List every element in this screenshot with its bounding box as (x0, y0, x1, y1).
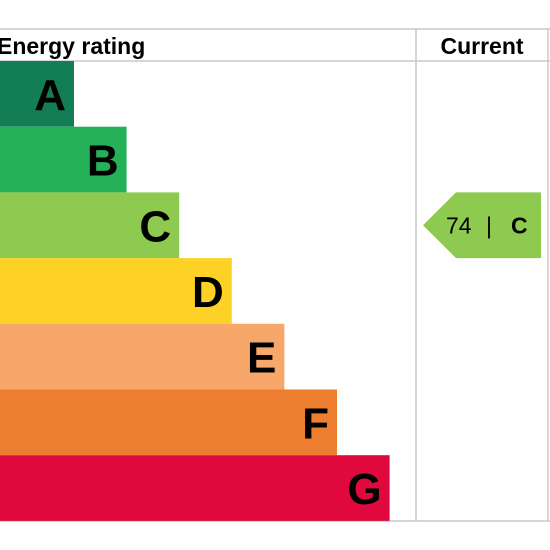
chart-frame (0, 28, 550, 522)
current-rating-marker: 74 | C (423, 192, 541, 259)
rating-bar-label-g: G (347, 465, 381, 514)
rating-bar-label-c: C (139, 202, 171, 251)
current-rating-band: C (511, 212, 528, 238)
rating-bar-label-f: F (302, 399, 329, 448)
rating-bar-c (0, 192, 180, 259)
rating-bar-f (0, 389, 337, 456)
current-rating-separator: | (486, 212, 492, 238)
rating-bar-label-d: D (192, 268, 224, 317)
rating-bar-label-e: E (247, 334, 276, 383)
rating-bar-b (0, 126, 127, 193)
current-rating-score: 74 (446, 212, 472, 238)
rating-bar-a (0, 61, 74, 127)
rating-bar-label-b: B (87, 137, 119, 186)
rating-bar-label-a: A (34, 71, 66, 120)
rating-bar-g (0, 455, 390, 521)
header-current-label: Current (440, 33, 523, 59)
rating-bar-e (0, 323, 285, 390)
rating-bar-d (0, 258, 232, 324)
header-rating-label: Energy rating (0, 33, 145, 59)
current-rating-arrow (423, 192, 541, 259)
